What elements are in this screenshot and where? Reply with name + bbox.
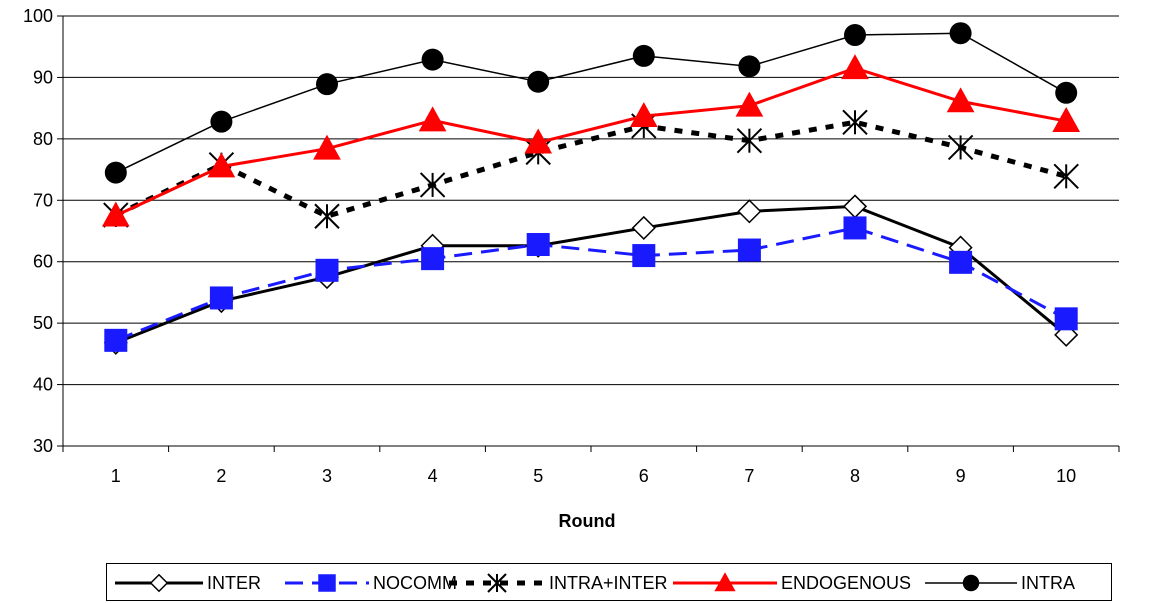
- line-chart: 30 40 50 60 70 80 90 100 1 2 3 4 5 6 7 8 9 10 Round: [23, 6, 1120, 531]
- gridlines: [63, 15, 1119, 386]
- series-intra: [104, 22, 1078, 184]
- data-point-square-filled: [209, 286, 233, 310]
- data-point-triangle-filled: [946, 87, 975, 113]
- data-point-circle-filled: [962, 574, 980, 592]
- data-point-diamond-open: [737, 199, 762, 224]
- x-tick-label: 9: [956, 466, 966, 486]
- data-point-triangle-filled: [418, 106, 447, 132]
- data-point-triangle-filled: [714, 572, 736, 592]
- data-point-square-filled: [949, 250, 973, 274]
- x-tick-label: 10: [1056, 466, 1076, 486]
- x-tick-label: 2: [216, 466, 226, 486]
- data-point-asterisk: [1053, 163, 1079, 190]
- legend-label: INTRA: [1021, 573, 1075, 593]
- data-point-asterisk: [419, 172, 446, 198]
- series-nocomm: [104, 216, 1078, 352]
- data-point-circle-filled: [210, 110, 233, 133]
- data-point-asterisk: [842, 109, 868, 135]
- data-point-diamond-open: [149, 573, 169, 593]
- legend-label: INTRA+INTER: [549, 573, 668, 593]
- data-point-circle-filled: [844, 24, 866, 47]
- series-line: [115, 226, 1067, 342]
- y-tick-label: 60: [33, 252, 53, 272]
- series-inter: [103, 194, 1079, 355]
- axes: [57, 15, 1120, 452]
- data-point-diamond-open: [842, 194, 868, 219]
- x-tick-label: 8: [850, 466, 860, 486]
- series-line: [114, 119, 1067, 219]
- x-axis-label: Round: [559, 511, 616, 531]
- series-line: [115, 204, 1068, 345]
- y-tick-label: 100: [23, 6, 53, 26]
- data-point-triangle-filled: [101, 201, 130, 227]
- series-lines: [101, 22, 1081, 355]
- data-point-triangle-filled: [841, 54, 869, 80]
- data-point-circle-filled: [738, 55, 761, 78]
- data-point-circle-filled: [632, 44, 655, 67]
- x-tick-label: 5: [533, 466, 543, 486]
- data-point-circle-filled: [421, 48, 444, 71]
- y-tick-label: 90: [33, 67, 53, 87]
- legend-entry: INTER: [115, 573, 261, 593]
- legend-label: NOCOMM: [373, 573, 457, 593]
- data-point-triangle-filled: [207, 152, 236, 178]
- x-tick-label: 1: [111, 466, 121, 486]
- data-point-asterisk: [314, 203, 340, 229]
- data-point-circle-filled: [316, 73, 338, 96]
- data-point-square-filled: [421, 247, 445, 271]
- data-point-circle-filled: [527, 70, 550, 93]
- x-tick-labels: 1 2 3 4 5 6 7 8 9 10: [111, 466, 1076, 486]
- data-point-triangle-filled: [735, 91, 764, 117]
- y-tick-label: 70: [33, 190, 53, 210]
- x-tick-label: 3: [322, 466, 332, 486]
- data-point-circle-filled: [1055, 81, 1078, 104]
- y-tick-label: 30: [33, 436, 53, 456]
- x-tick-label: 4: [428, 466, 438, 486]
- y-tick-label: 50: [33, 313, 53, 333]
- data-point-square-filled: [737, 238, 761, 262]
- data-point-triangle-filled: [1052, 107, 1081, 132]
- data-point-asterisk: [487, 573, 507, 593]
- data-point-circle-filled: [104, 161, 127, 184]
- data-point-triangle-filled: [524, 128, 553, 154]
- series-line: [115, 66, 1067, 218]
- data-point-square-filled: [632, 244, 656, 268]
- data-point-diamond-open: [631, 215, 656, 240]
- y-tick-label: 80: [33, 129, 53, 149]
- legend-label: ENDOGENOUS: [781, 573, 911, 593]
- legend-entry: INTRA+INTER: [449, 573, 668, 593]
- data-point-square-filled: [1054, 307, 1078, 331]
- x-tick-label: 6: [639, 466, 649, 486]
- legend-label: INTER: [207, 573, 261, 593]
- data-point-square-filled: [843, 216, 867, 240]
- data-point-asterisk: [736, 127, 763, 154]
- x-tick-label: 7: [744, 466, 754, 486]
- series-endogenous: [101, 54, 1081, 227]
- data-point-square-filled: [526, 233, 550, 257]
- legend-entry: ENDOGENOUS: [673, 572, 911, 593]
- y-tick-labels: 30 40 50 60 70 80 90 100: [23, 6, 53, 456]
- legend-entry: INTRA: [925, 573, 1075, 593]
- series-line: [115, 32, 1067, 174]
- data-point-triangle-filled: [629, 102, 658, 128]
- data-point-asterisk: [947, 134, 974, 161]
- legend-entry: NOCOMM: [285, 573, 457, 593]
- data-point-circle-filled: [949, 22, 972, 45]
- y-tick-label: 40: [33, 375, 53, 395]
- data-point-square-filled: [315, 258, 339, 282]
- data-point-square-filled: [104, 328, 128, 352]
- data-point-square-filled: [318, 574, 336, 592]
- data-point-triangle-filled: [313, 134, 341, 160]
- legend: INTER NOCOMM INTRA+INTER ENDOGENOUS INTRA: [106, 563, 1112, 601]
